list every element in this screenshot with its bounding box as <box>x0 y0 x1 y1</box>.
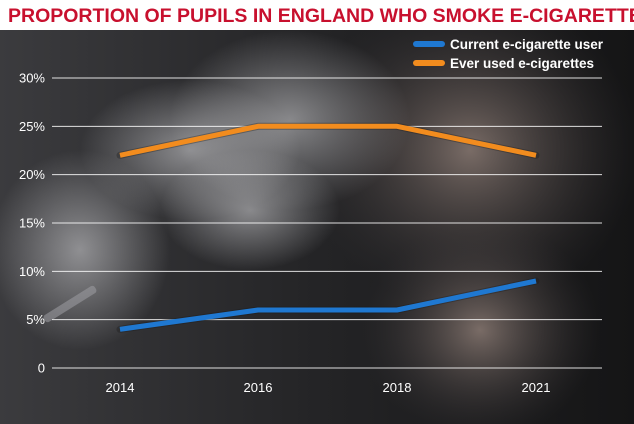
series <box>116 122 540 333</box>
series-line-current-user <box>119 278 537 332</box>
legend-label: Ever used e-cigarettes <box>450 56 594 71</box>
legend: Current e-cigarette user Ever used e-ciga… <box>413 37 604 71</box>
y-tick-label: 25% <box>19 119 45 134</box>
y-tick-label: 10% <box>19 264 45 279</box>
title-background <box>0 0 634 30</box>
y-tick-label: 20% <box>19 167 45 182</box>
y-tick-label: 0 <box>38 361 45 376</box>
grid <box>52 77 602 369</box>
series-line-ever-used <box>119 123 537 158</box>
y-tick-label: 30% <box>19 71 45 86</box>
y-axis-ticks: 0 5% 10% 15% 20% 25% 30% <box>19 71 45 376</box>
y-tick-label: 15% <box>19 216 45 231</box>
x-tick-label: 2014 <box>106 380 135 395</box>
y-tick-label: 5% <box>26 312 45 327</box>
x-axis-ticks: 2014 2016 2018 2021 <box>106 380 551 395</box>
chart-title: PROPORTION OF PUPILS IN ENGLAND WHO SMOK… <box>8 5 634 27</box>
legend-label: Current e-cigarette user <box>450 37 604 52</box>
title-banner: PROPORTION OF PUPILS IN ENGLAND WHO SMOK… <box>0 0 634 30</box>
x-tick-label: 2018 <box>383 380 412 395</box>
x-tick-label: 2021 <box>522 380 551 395</box>
x-tick-label: 2016 <box>244 380 273 395</box>
